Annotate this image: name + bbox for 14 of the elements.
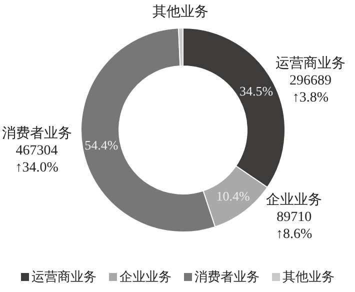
text: 296689 ↑3.8% [289,73,332,106]
slice-label: 其他业务 [152,4,209,20]
data-label: 10.4% [216,188,250,204]
slice-label: 运营商业务 [275,55,346,72]
legend-label: 其他业务 [282,268,334,286]
legend-label: 消费者业务 [194,268,260,286]
legend-label: 运营商业务 [30,268,96,286]
text: 89710 ↑8.6% [276,210,313,242]
data-label: 34.5% [240,84,274,99]
text: 467304 ↑34.0% [15,144,59,176]
legend-label: 企业业务 [118,268,172,286]
data-label: 54.4% [84,138,118,153]
slice-label: 消费者业务 [2,126,72,142]
slice-label: 企业业务 [266,192,322,208]
